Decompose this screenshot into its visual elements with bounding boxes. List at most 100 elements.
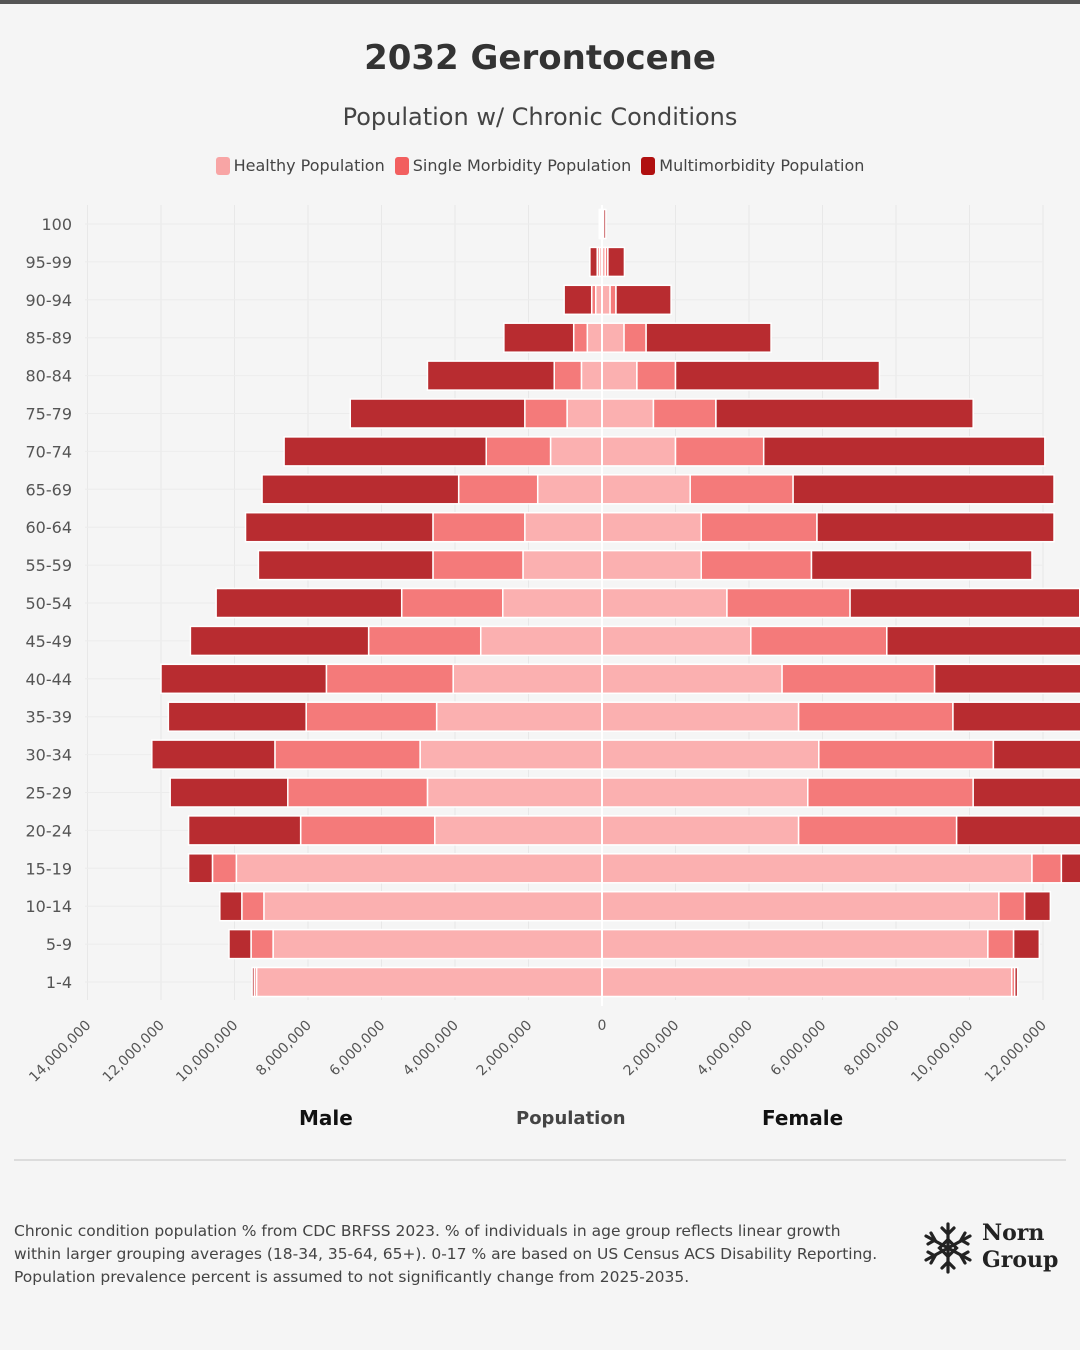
bar-male-single-55-59	[432, 549, 524, 581]
chart-legend: Healthy Population Single Morbidity Popu…	[0, 156, 1080, 175]
bar-female-healthy-35-39	[601, 701, 800, 732]
bar-male-healthy-10-14	[263, 890, 603, 922]
bar-female-multi-70-74	[762, 436, 1046, 467]
footnote: Chronic condition population % from CDC …	[14, 1220, 904, 1289]
legend-item-multi[interactable]: Multimorbidity Population	[641, 156, 864, 175]
bar-male-healthy-1-4	[255, 966, 603, 998]
y-tick-label: 45-49	[26, 632, 73, 651]
y-tick-label: 95-99	[26, 253, 73, 272]
bar-male-healthy-70-74	[549, 436, 603, 467]
bar-female-multi-100	[602, 208, 607, 240]
bar-male-single-80-84	[553, 360, 583, 391]
y-tick-label: 100	[41, 215, 72, 234]
x-tick-label-left: 12,000,000	[100, 1018, 168, 1086]
bar-female-multi-40-44	[933, 663, 1080, 695]
y-tick-label: 90-94	[26, 291, 73, 310]
brand-name-line-1: Norn	[982, 1220, 1045, 1246]
y-tick-label: 65-69	[26, 480, 73, 499]
x-tick-label-right: 2,000,000	[621, 1018, 683, 1080]
bar-male-multi-75-79	[349, 398, 526, 429]
y-tick-label: 75-79	[26, 405, 73, 424]
bar-female-single-50-54	[726, 587, 851, 619]
brand-logo[interactable]: Norn Group	[918, 1218, 1068, 1278]
y-tick-label: 10-14	[26, 897, 73, 916]
bar-male-healthy-80-84	[580, 360, 603, 391]
x-tick-label-left: 6,000,000	[327, 1018, 389, 1080]
bar-male-healthy-35-39	[435, 701, 603, 732]
bar-male-multi-55-59	[257, 549, 434, 581]
bar-female-single-55-59	[700, 549, 813, 581]
bar-female-multi-20-24	[955, 815, 1080, 846]
y-tick-label: 85-89	[26, 329, 73, 348]
bar-male-multi-5-9	[228, 928, 252, 960]
brand-name-line-2: Group	[982, 1247, 1059, 1273]
bar-female-single-85-89	[623, 322, 647, 353]
bar-female-multi-65-69	[792, 474, 1055, 505]
bar-male-healthy-75-79	[566, 398, 603, 429]
bar-male-healthy-50-54	[502, 587, 603, 619]
bar-female-multi-85-89	[645, 322, 772, 353]
bar-male-single-30-34	[274, 739, 421, 770]
bar-male-single-35-39	[305, 701, 438, 732]
bar-male-healthy-85-89	[586, 322, 603, 353]
bar-female-healthy-50-54	[601, 587, 728, 619]
bar-female-healthy-45-49	[601, 625, 752, 657]
footer-divider	[14, 1159, 1066, 1161]
male-label: Male	[299, 1106, 353, 1130]
bar-female-single-15-19	[1031, 853, 1063, 884]
y-tick-label: 5-9	[46, 935, 72, 954]
bar-female-single-70-74	[674, 436, 765, 467]
bar-male-multi-80-84	[426, 360, 555, 391]
bar-male-single-5-9	[250, 928, 274, 960]
bar-female-healthy-75-79	[601, 398, 655, 429]
bar-female-multi-25-29	[972, 777, 1080, 808]
y-tick-label: 1-4	[46, 973, 72, 992]
bar-male-single-40-44	[325, 663, 454, 695]
x-tick-label-zero: 0	[598, 1018, 607, 1034]
bar-male-multi-40-44	[160, 663, 328, 695]
bar-male-single-70-74	[485, 436, 552, 467]
bar-male-single-65-69	[457, 474, 539, 505]
bar-male-multi-95-99	[589, 246, 598, 278]
bar-male-multi-20-24	[187, 815, 302, 846]
bar-female-multi-10-14	[1023, 890, 1052, 922]
bar-female-single-30-34	[818, 739, 995, 770]
bar-male-multi-10-14	[219, 890, 243, 922]
female-label: Female	[762, 1106, 844, 1130]
bar-male-multi-15-19	[187, 853, 214, 884]
snowflake-knot-icon	[924, 1222, 972, 1274]
bar-male-healthy-65-69	[536, 474, 603, 505]
legend-item-healthy[interactable]: Healthy Population	[215, 156, 385, 175]
bar-male-single-20-24	[299, 815, 436, 846]
bar-male-single-75-79	[524, 398, 568, 429]
x-axis-title: Population	[516, 1108, 626, 1129]
legend-label-multi: Multimorbidity Population	[659, 156, 865, 175]
bar-female-single-90-94	[609, 284, 617, 316]
legend-swatch-healthy	[215, 156, 230, 175]
bar-female-single-45-49	[750, 625, 888, 657]
bar-female-multi-75-79	[715, 398, 974, 429]
bar-female-healthy-20-24	[601, 815, 800, 846]
legend-label-single: Single Morbidity Population	[412, 156, 632, 175]
legend-swatch-multi	[641, 156, 656, 175]
bar-female-single-75-79	[652, 398, 717, 429]
bar-female-healthy-5-9	[601, 928, 989, 960]
chart-subtitle: Population w/ Chronic Conditions	[342, 103, 738, 131]
bar-female-single-80-84	[636, 360, 677, 391]
bar-female-healthy-80-84	[601, 360, 638, 391]
bar-male-single-60-64	[432, 511, 526, 543]
bar-male-multi-35-39	[167, 701, 307, 732]
legend-item-single[interactable]: Single Morbidity Population	[394, 156, 632, 175]
bar-female-single-65-69	[689, 474, 794, 505]
bar-male-multi-25-29	[169, 777, 289, 808]
legend-swatch-single	[394, 156, 409, 175]
bar-female-healthy-25-29	[601, 777, 809, 808]
bar-female-single-35-39	[797, 701, 954, 732]
bar-male-multi-60-64	[244, 511, 434, 543]
bar-female-multi-50-54	[849, 587, 1080, 619]
bar-male-healthy-30-34	[419, 739, 603, 770]
bar-male-healthy-55-59	[522, 549, 603, 581]
bar-female-multi-60-64	[816, 511, 1055, 543]
y-tick-label: 30-34	[26, 746, 73, 765]
footnote-line-3: Population prevalence percent is assumed…	[14, 1268, 690, 1286]
